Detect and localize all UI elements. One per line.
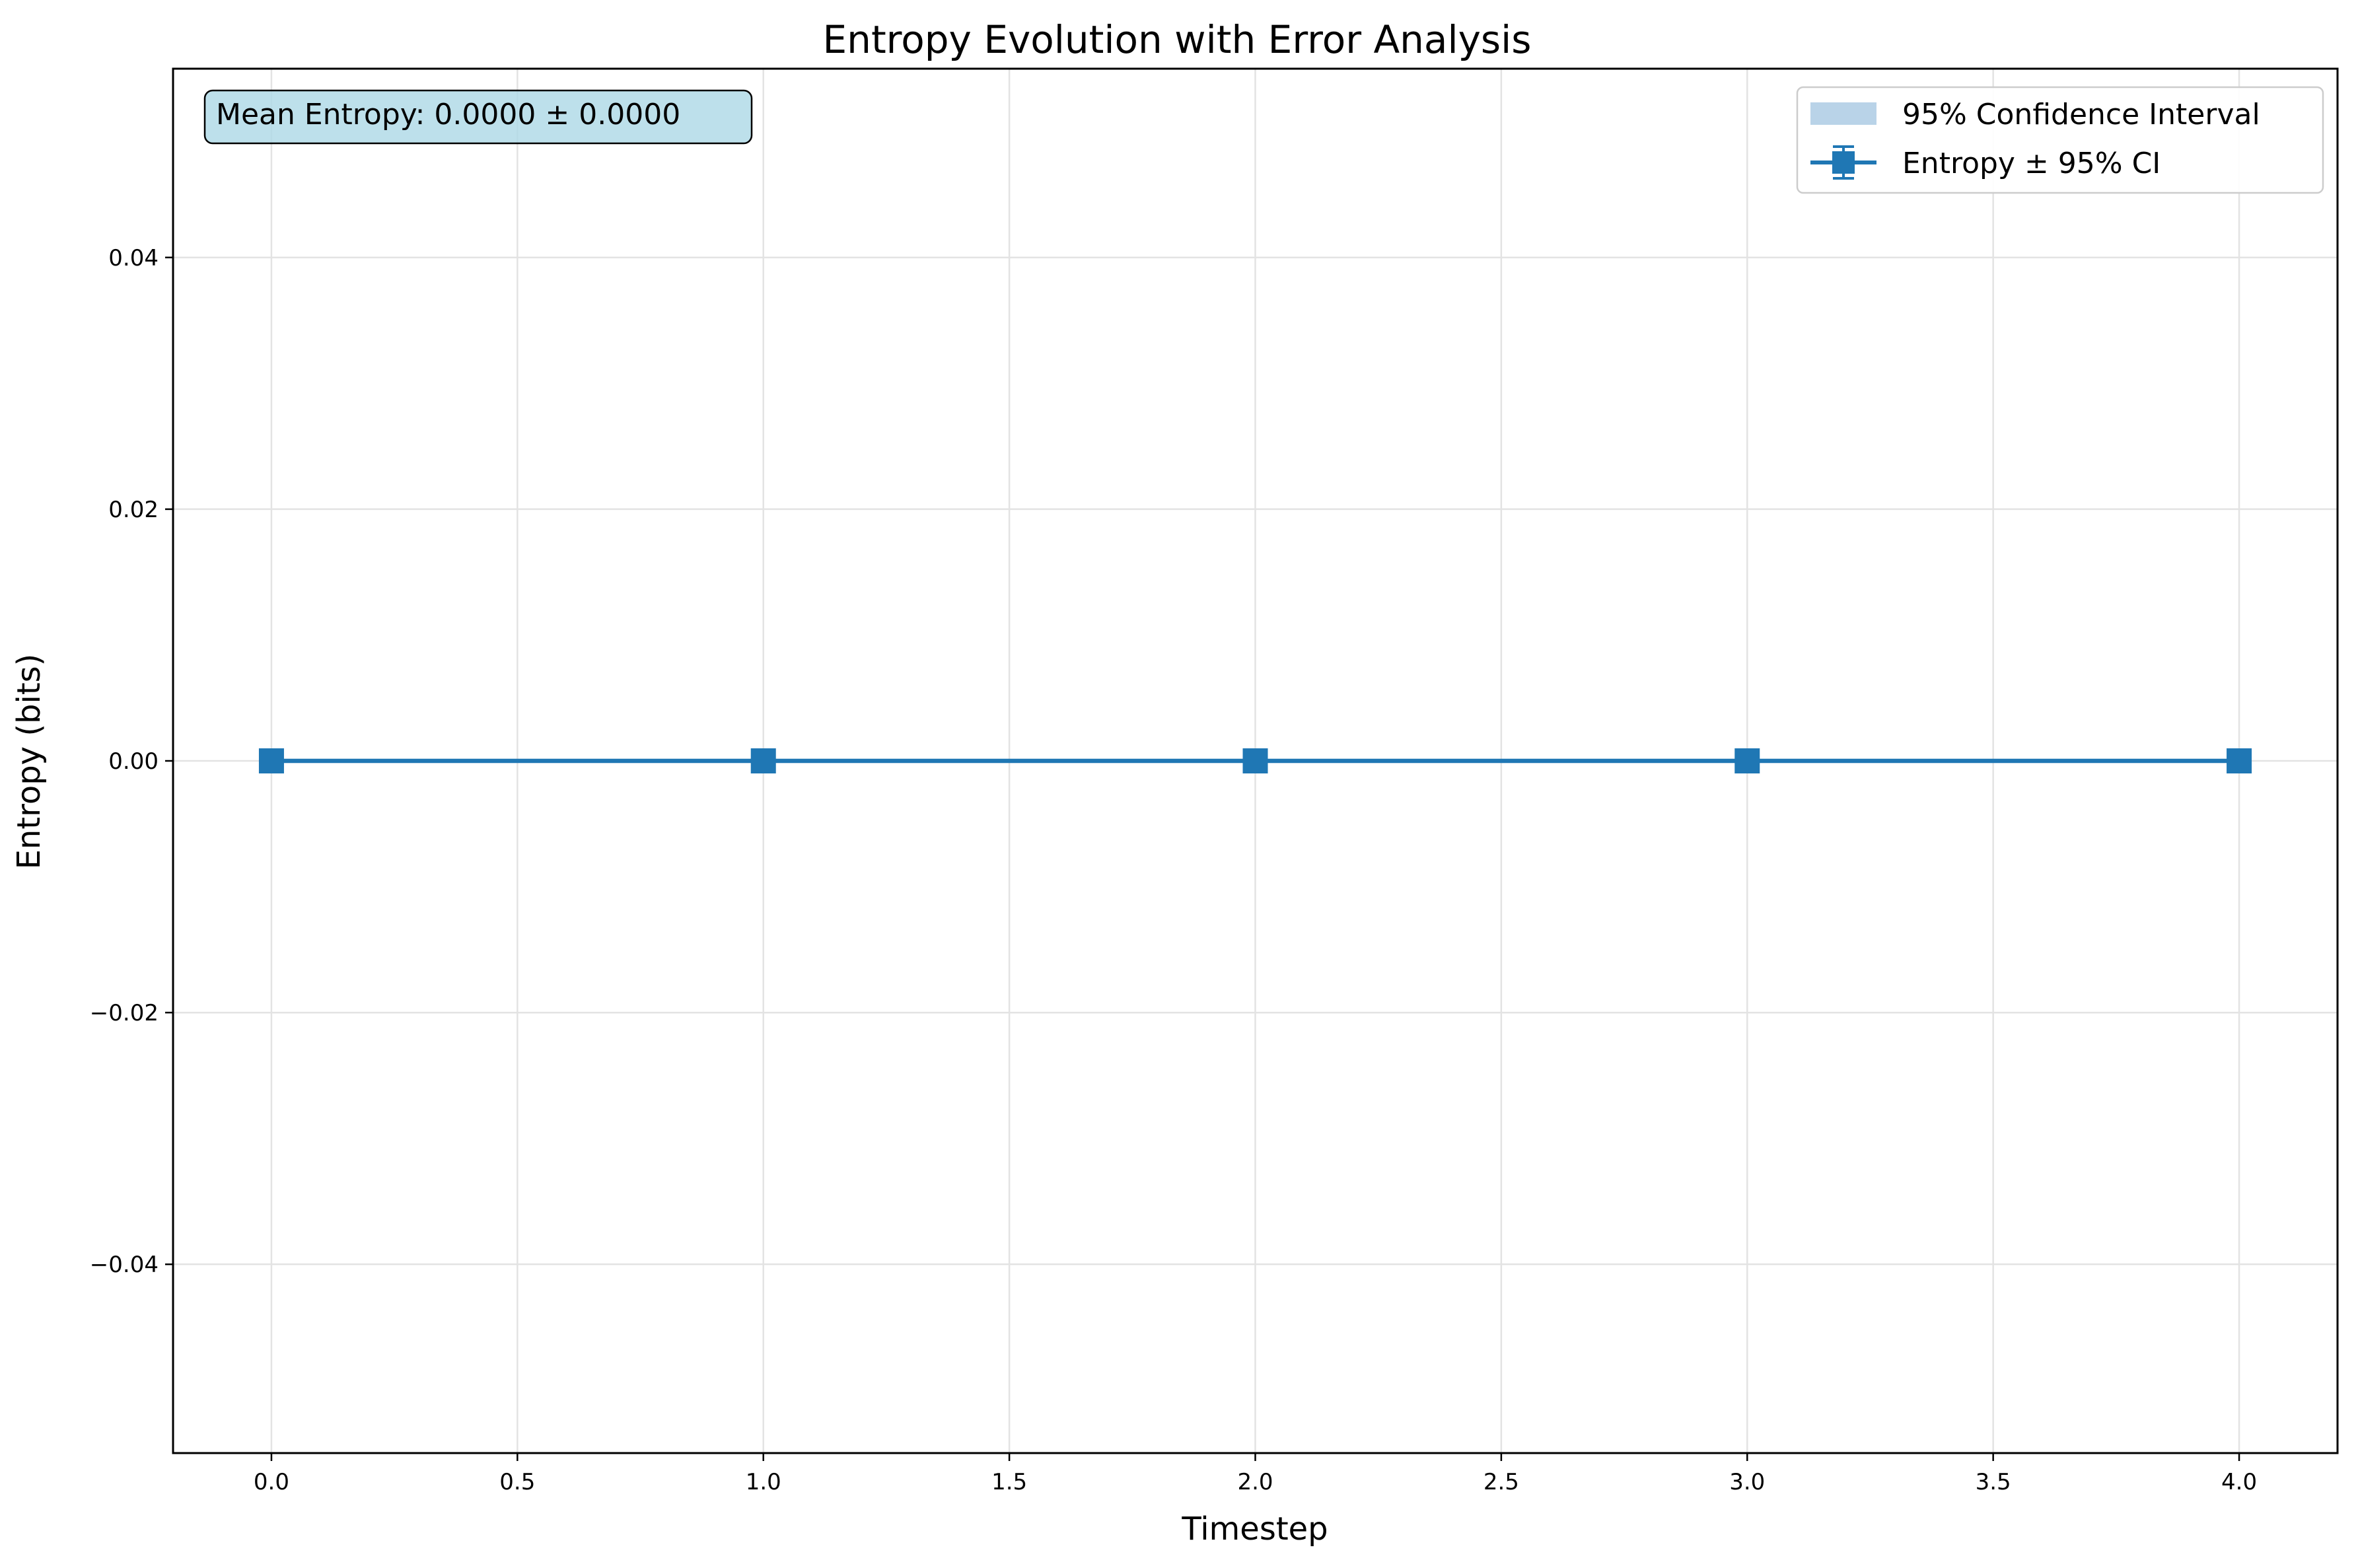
x-tick-label: 2.0 (1237, 1469, 1273, 1495)
legend-label-band: 95% Confidence Interval (1902, 98, 2260, 131)
x-tick-label: 4.0 (2221, 1469, 2257, 1495)
annotation-text: Mean Entropy: 0.0000 ± 0.0000 (216, 98, 680, 131)
y-axis-ticks: −0.04 −0.02 0.00 0.02 0.04 (90, 245, 173, 1278)
x-tick-label: 3.5 (1976, 1469, 2011, 1495)
data-point-marker (1734, 748, 1760, 773)
x-axis-label: Timestep (1181, 1511, 1328, 1548)
y-tick-label: 0.02 (108, 497, 159, 523)
data-point-marker (258, 748, 284, 773)
data-point-marker (2227, 748, 2252, 773)
y-tick-label: −0.02 (90, 1000, 159, 1026)
legend-series-swatch (1810, 145, 1876, 180)
x-tick-label: 3.0 (1729, 1469, 1765, 1495)
x-tick-label: 0.5 (499, 1469, 535, 1495)
y-tick-label: 0.00 (108, 748, 159, 775)
x-tick-label: 2.5 (1483, 1469, 1519, 1495)
y-axis-label: Entropy (bits) (11, 654, 48, 870)
legend-box (1796, 86, 2324, 194)
legend-band-swatch (1810, 102, 1876, 125)
y-tick-label: 0.04 (108, 245, 159, 271)
data-point-marker (750, 748, 776, 773)
x-tick-label: 1.0 (746, 1469, 781, 1495)
legend: 95% Confidence Interval Entropy ± 95% CI (1796, 86, 2324, 194)
mean-entropy-annotation: Mean Entropy: 0.0000 ± 0.0000 (203, 89, 753, 145)
x-tick-label: 0.0 (254, 1469, 289, 1495)
data-point-marker (1242, 748, 1268, 773)
legend-label-series: Entropy ± 95% CI (1902, 147, 2161, 180)
series-layer (258, 748, 2252, 773)
x-axis-ticks: 0.0 0.5 1.0 1.5 2.0 2.5 3.0 3.5 4.0 (254, 1453, 2257, 1495)
x-tick-label: 1.5 (991, 1469, 1027, 1495)
annotation-box (203, 89, 753, 145)
y-tick-label: −0.04 (90, 1252, 159, 1278)
chart-title: Entropy Evolution with Error Analysis (823, 17, 1532, 62)
